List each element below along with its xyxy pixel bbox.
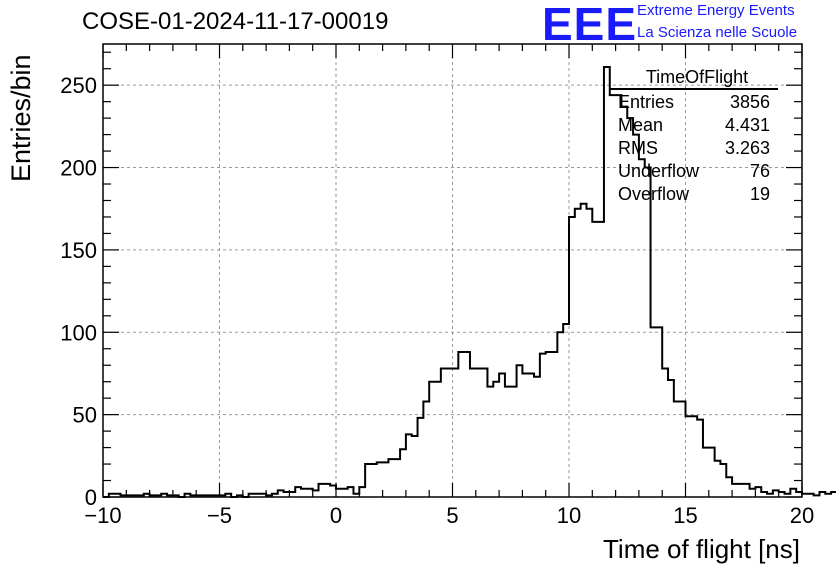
stats-title: TimeOfFlight	[610, 66, 778, 90]
x-axis-label: Time of flight [ns]	[603, 534, 800, 564]
stats-label: Overflow	[618, 184, 690, 204]
stats-row-underflow: Underflow 76	[610, 159, 778, 182]
y-tick-label: 100	[60, 320, 97, 345]
stats-row-entries: Entries 3856	[610, 90, 778, 113]
stats-label: Underflow	[618, 161, 700, 181]
stats-label: Mean	[618, 115, 664, 135]
stats-value: 19	[749, 184, 770, 204]
eee-logo: EEE	[542, 0, 638, 50]
y-tick-label: 200	[60, 156, 97, 181]
chart-title: COSE-01-2024-11-17-00019	[82, 8, 389, 35]
x-tick-label: 10	[557, 503, 581, 528]
x-tick-label: 5	[446, 503, 458, 528]
x-tick-label: −5	[207, 503, 232, 528]
y-tick-label: 150	[60, 238, 97, 263]
stats-row-rms: RMS 3.263	[610, 136, 778, 159]
stats-value: 3856	[729, 92, 770, 112]
stats-value: 3.263	[724, 138, 770, 158]
x-tick-label: 15	[673, 503, 697, 528]
x-tick-label: 20	[790, 503, 814, 528]
y-tick-label: 250	[60, 73, 97, 98]
x-tick-label: −10	[84, 503, 121, 528]
y-axis-label: Entries/bin	[6, 54, 36, 182]
x-tick-label: 0	[330, 503, 342, 528]
stats-box: TimeOfFlight Entries 3856 Mean 4.431 RMS…	[610, 66, 778, 205]
logo-line-2: La Scienza nelle Scuole	[637, 24, 798, 41]
logo-line-1: Extreme Energy Events	[637, 2, 795, 19]
stats-row-mean: Mean 4.431	[610, 113, 778, 136]
stats-label: Entries	[618, 92, 675, 112]
stats-label: RMS	[618, 138, 658, 158]
stats-row-overflow: Overflow 19	[610, 182, 778, 205]
y-tick-label: 50	[73, 403, 97, 428]
stats-value: 4.431	[724, 115, 770, 135]
stats-value: 76	[749, 161, 770, 181]
y-tick-label: 0	[85, 485, 97, 510]
